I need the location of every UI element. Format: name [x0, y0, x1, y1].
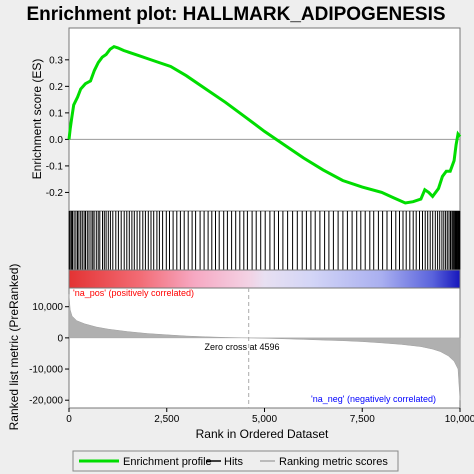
es-profile-line: [67, 44, 462, 205]
ranked-y-tick-label: -20,000: [29, 396, 63, 407]
ranked-metric-area: [68, 294, 461, 401]
x-tick-label: 7,500: [350, 414, 375, 425]
legend-ranking-label: Ranking metric scores: [279, 456, 388, 468]
ranked-y-tick-label: 10,000: [32, 302, 63, 313]
es-y-tick-label: -0.2: [46, 188, 64, 199]
pos-label: 'na_pos' (positively correlated): [73, 288, 194, 298]
legend-hits-label: Hits: [224, 456, 243, 468]
es-y-tick-label: 0.3: [49, 55, 63, 66]
ranked-panel-background: [68, 287, 461, 409]
ranked-axis-label: Ranked list metric (PreRanked): [7, 264, 21, 431]
es-y-tick-label: -0.1: [46, 161, 64, 172]
ranked-y-tick-label: 0: [57, 333, 63, 344]
x-tick-label: 2,500: [154, 414, 179, 425]
x-tick-label: 10,000: [445, 414, 474, 425]
es-y-tick-label: 0.1: [49, 108, 63, 119]
rank-heatmap-bar: [68, 269, 461, 289]
neg-label: 'na_neg' (negatively correlated): [311, 394, 436, 404]
x-tick-label: 0: [66, 414, 72, 425]
zero-cross-label: Zero cross at 4596: [204, 342, 279, 352]
legend-profile-label: Enrichment profile: [123, 456, 212, 468]
es-y-tick-label: 0.2: [49, 82, 63, 93]
x-tick-label: 5,000: [252, 414, 277, 425]
hits-panel-background: [68, 210, 461, 271]
ranked-panel: 10,000 0 -10,000 -20,000 'na_pos' (positive…: [7, 264, 461, 431]
legend-box: [72, 450, 399, 472]
es-y-tick-label: 0.0: [49, 135, 63, 146]
x-axis-label: Rank in Ordered Dataset: [196, 427, 329, 441]
ranked-y-tick-label: -10,000: [29, 365, 63, 376]
hits-panel: [68, 210, 461, 271]
es-panel-background: [68, 27, 461, 212]
chart-title: Enrichment plot: HALLMARK_ADIPOGENESIS: [26, 4, 445, 25]
es-panel: 0.3 0.2 0.1 0.0 -0.1 -0.2 Enrichment score (E…: [30, 27, 462, 212]
es-axis-label: Enrichment score (ES): [30, 59, 44, 180]
legend: Enrichment profile Hits Ranking metric s…: [72, 450, 399, 472]
